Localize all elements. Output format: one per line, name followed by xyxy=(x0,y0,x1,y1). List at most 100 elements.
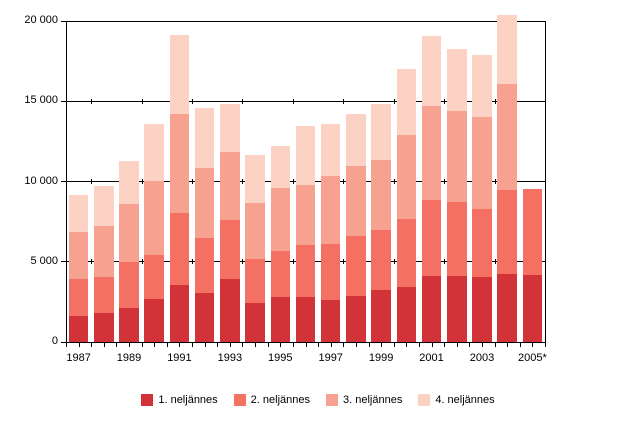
y-axis-tick-label: 0 xyxy=(51,335,58,347)
bar-1995 xyxy=(270,146,291,342)
gridline-tick xyxy=(242,179,244,184)
bar-segment-q3 xyxy=(68,232,89,279)
bar-segment-q3 xyxy=(194,167,215,238)
bar-segment-q1 xyxy=(346,296,366,342)
bar-segment-q3 xyxy=(421,106,442,200)
bar-segment-q1 xyxy=(169,285,190,342)
x-axis-tick xyxy=(280,343,282,347)
bar-segment-q4 xyxy=(245,155,265,204)
bar-segment-q3 xyxy=(320,175,341,245)
x-axis-tick xyxy=(406,343,408,347)
bar-segment-q2 xyxy=(194,237,215,294)
bar-segment-q1 xyxy=(194,293,215,342)
bar-segment-q4 xyxy=(169,35,190,115)
bar-segment-q1 xyxy=(421,276,442,342)
bar-segment-q2 xyxy=(169,212,190,286)
gridline-tick xyxy=(192,98,194,104)
y-axis-tick xyxy=(61,341,66,343)
y-axis-tick-label: 20 000 xyxy=(24,14,58,26)
bar-1990 xyxy=(144,123,164,342)
x-axis-tick xyxy=(381,343,383,347)
bar-segment-q1 xyxy=(119,308,139,342)
x-axis-tick xyxy=(519,343,521,347)
bar-segment-q1 xyxy=(245,303,265,342)
gridline-tick xyxy=(141,259,143,265)
bar-segment-q3 xyxy=(447,110,467,202)
bar-segment-q2 xyxy=(421,199,442,277)
x-axis-tick xyxy=(141,343,143,347)
x-axis-tick xyxy=(242,343,244,347)
x-axis-tick xyxy=(229,343,231,347)
y-axis-tick xyxy=(61,20,66,22)
bar-segment-q2 xyxy=(144,254,164,300)
x-axis-tick xyxy=(444,343,446,347)
bar-segment-q4 xyxy=(371,104,391,160)
bar-1998 xyxy=(346,114,366,342)
x-axis-tick-label: 1995 xyxy=(268,352,293,364)
bar-segment-q2 xyxy=(522,188,543,275)
x-axis-tick xyxy=(532,343,534,347)
gridline-tick xyxy=(393,179,395,184)
plot-top-border xyxy=(66,20,545,22)
x-axis-tick xyxy=(129,343,131,347)
bar-segment-q4 xyxy=(220,103,240,152)
bar-segment-q3 xyxy=(94,226,114,277)
bar-segment-q4 xyxy=(270,146,291,188)
bar-segment-q4 xyxy=(295,126,316,185)
bar-segment-q4 xyxy=(421,36,442,107)
gridline-tick xyxy=(192,259,194,265)
x-axis-tick xyxy=(267,343,269,347)
x-axis-tick-label: 2005* xyxy=(518,352,547,364)
gridline-tick xyxy=(141,98,143,104)
bar-segment-q2 xyxy=(270,250,291,298)
x-axis-tick xyxy=(166,343,168,347)
x-axis-tick xyxy=(469,343,471,347)
bar-segment-q3 xyxy=(119,204,139,262)
bar-segment-q3 xyxy=(169,114,190,213)
gridline xyxy=(66,100,545,102)
plot-right-border xyxy=(545,21,546,343)
bar-segment-q2 xyxy=(119,261,139,309)
bar-segment-q3 xyxy=(245,203,265,259)
x-axis-line xyxy=(66,342,545,343)
bar-segment-q3 xyxy=(220,151,240,221)
bar-segment-q2 xyxy=(472,208,492,277)
bar-segment-q4 xyxy=(68,195,89,233)
x-axis-tick xyxy=(91,343,93,347)
y-axis-line xyxy=(66,21,67,343)
bar-segment-q1 xyxy=(270,297,291,342)
legend-swatch-icon xyxy=(233,394,246,406)
gridline-tick xyxy=(141,179,143,184)
legend-item-q4: 4. neljännes xyxy=(418,394,495,406)
x-axis-tick xyxy=(154,343,156,347)
bar-segment-q1 xyxy=(320,300,341,342)
bar-2005* xyxy=(522,188,543,342)
bar-1997 xyxy=(320,123,341,342)
bar-segment-q4 xyxy=(119,161,139,204)
x-axis-tick xyxy=(456,343,458,347)
bar-segment-q3 xyxy=(144,180,164,255)
bar-segment-q4 xyxy=(497,15,517,85)
bar-segment-q3 xyxy=(270,187,291,251)
bar-segment-q1 xyxy=(371,289,391,342)
gridline-tick xyxy=(242,259,244,265)
gridline-tick xyxy=(91,179,93,184)
gridline-tick xyxy=(343,259,345,265)
x-axis-tick xyxy=(330,343,332,347)
gridline-tick xyxy=(292,179,294,184)
legend-label: 1. neljännes xyxy=(158,394,218,406)
bar-segment-q4 xyxy=(472,54,492,118)
legend-swatch-icon xyxy=(141,394,154,406)
x-axis-tick xyxy=(192,343,194,347)
y-axis-tick-label: 10 000 xyxy=(24,174,58,187)
bar-segment-q4 xyxy=(320,123,341,176)
gridline-tick xyxy=(494,179,496,184)
x-axis-tick-label: 1993 xyxy=(217,352,243,364)
x-axis-tick xyxy=(66,343,67,347)
gridline-tick xyxy=(242,98,244,104)
gridline-tick xyxy=(343,179,345,184)
x-axis-tick xyxy=(78,343,80,347)
bar-segment-q4 xyxy=(94,186,114,227)
bar-segment-q1 xyxy=(94,313,114,342)
